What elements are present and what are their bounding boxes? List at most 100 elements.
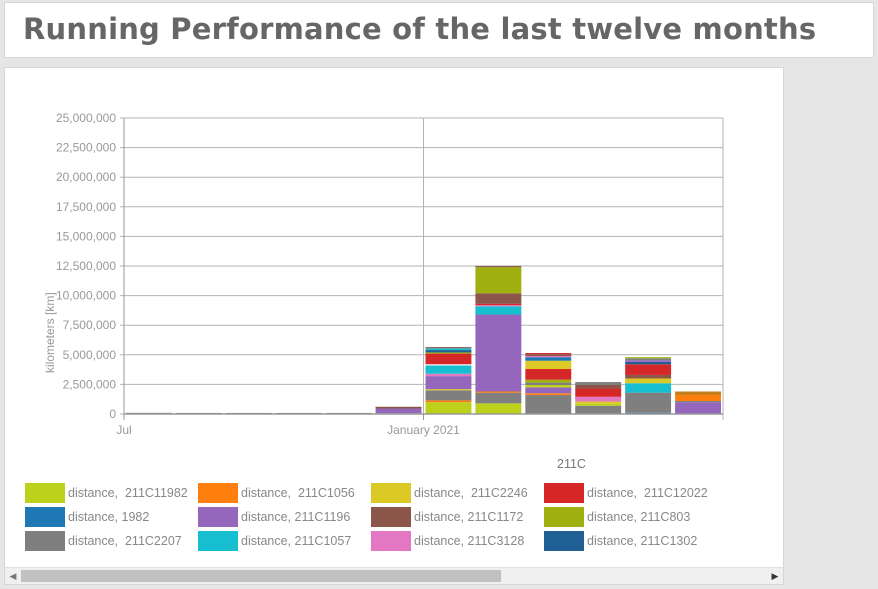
bar-segment — [675, 400, 721, 403]
scrollbar-thumb[interactable] — [21, 570, 501, 582]
bar-segment — [575, 388, 622, 397]
y-tick-label: 17,500,000 — [56, 200, 116, 214]
bar-segment — [575, 396, 622, 402]
bar-segment — [425, 365, 472, 374]
bar-segment — [425, 376, 472, 390]
legend-item[interactable]: distance, 211C12022 — [544, 483, 716, 503]
legend-swatch — [544, 531, 584, 551]
x-tick-label: January 2021 — [387, 423, 460, 437]
legend-label: distance, 211C12022 — [587, 486, 708, 500]
legend-item[interactable]: distance, 211C1057 — [198, 531, 370, 551]
gridlines — [120, 117, 723, 415]
bar-segment — [675, 391, 721, 396]
bar-segment — [575, 382, 622, 385]
bar-segment — [675, 402, 721, 414]
bar-segment — [625, 361, 672, 365]
y-tick-label: 20,000,000 — [56, 170, 116, 184]
bar-segment — [525, 353, 572, 355]
legend-label: distance, 211C803 — [587, 510, 691, 524]
legend-item[interactable]: distance, 1982 — [25, 507, 197, 527]
legend-item[interactable]: distance, 211C1172 — [371, 507, 543, 527]
y-tick-label: 7,500,000 — [63, 318, 117, 332]
right-gutter — [786, 67, 878, 589]
y-tick-label: 15,000,000 — [56, 229, 116, 243]
bar-segment — [126, 412, 172, 414]
legend-overflow-label: 211C — [557, 457, 586, 471]
x-tick-label: Jul — [116, 423, 131, 437]
bar-segment — [425, 348, 472, 351]
legend-item[interactable]: distance, 211C2246 — [371, 483, 543, 503]
bar-segment — [525, 384, 572, 388]
bar-segment — [625, 383, 672, 393]
bar-segment — [575, 401, 622, 404]
scroll-right-arrow-icon[interactable]: ▶ — [771, 571, 779, 581]
legend-swatch — [371, 507, 411, 527]
y-tick-label: 5,000,000 — [63, 348, 117, 362]
bar-segment — [425, 389, 472, 391]
bar-segment — [425, 352, 472, 354]
legend-swatch — [544, 507, 584, 527]
bar-segment — [625, 358, 672, 361]
legend-label: distance, 211C1196 — [241, 510, 351, 524]
y-tick-label: 22,500,000 — [56, 141, 116, 155]
y-tick-label: 10,000,000 — [56, 289, 116, 303]
title-bar: Running Performance of the last twelve m… — [4, 2, 874, 58]
axes: 0 2,500,000 5,000,000 7,500,000 10,000,000 12… — [56, 111, 724, 437]
legend-item[interactable]: distance, 211C3128 — [371, 531, 543, 551]
bar-segment — [625, 364, 672, 375]
legend-swatch — [371, 483, 411, 503]
bar-segment — [625, 378, 672, 384]
bar-segment — [525, 379, 572, 383]
legend-label: distance, 211C1057 — [241, 534, 352, 548]
legend-label: distance, 211C2246 — [414, 486, 528, 500]
bar-segment — [475, 267, 522, 294]
bar-segment — [525, 360, 572, 370]
bar-segment — [475, 314, 522, 392]
legend-item[interactable]: distance, 211C1302 — [544, 531, 716, 551]
bar-segment — [425, 364, 472, 366]
page-title: Running Performance of the last twelve m… — [23, 12, 817, 46]
bar-segment — [625, 360, 672, 362]
legend-item[interactable]: distance, 211C1056 — [198, 483, 370, 503]
bar-segment — [575, 405, 622, 414]
bar-segment — [525, 357, 572, 361]
bar-segment — [575, 403, 622, 406]
legend-swatch — [25, 531, 65, 551]
bar-segment — [625, 392, 672, 413]
legend-swatch — [371, 531, 411, 551]
legend-label: distance, 211C1172 — [414, 510, 524, 524]
legend-item[interactable]: distance, 211C2207 — [25, 531, 197, 551]
bar-segment — [575, 384, 622, 389]
bar-segment — [525, 369, 572, 380]
scroll-left-arrow-icon[interactable]: ◀ — [9, 571, 17, 581]
y-tick-label: 2,500,000 — [63, 377, 117, 391]
bar-segment — [425, 347, 472, 349]
legend-label: distance, 211C3128 — [414, 534, 525, 548]
bar-segment — [425, 390, 472, 401]
y-tick-label: 25,000,000 — [56, 111, 116, 125]
bar-segment — [475, 293, 522, 304]
legend-item[interactable]: distance, 211C11982 — [25, 483, 197, 503]
bar-segment — [475, 303, 522, 306]
bar-segment — [525, 355, 572, 358]
legend-item[interactable]: distance, 211C1196 — [198, 507, 370, 527]
legend-label: distance, 1982 — [68, 510, 150, 524]
bar-segment — [525, 387, 572, 394]
legend-label: distance, 211C11982 — [68, 486, 188, 500]
bar-segment — [425, 350, 472, 353]
y-axis-title: kilometers [km] — [43, 292, 57, 373]
legend-item[interactable]: distance, 211C803 — [544, 507, 716, 527]
bar-segment — [475, 306, 522, 315]
legend-swatch — [198, 507, 238, 527]
legend-swatch — [198, 483, 238, 503]
chart-panel: 0 2,500,000 5,000,000 7,500,000 10,000,000 12… — [4, 67, 784, 585]
bar-segment — [375, 406, 422, 409]
legend-swatch — [25, 483, 65, 503]
bar-segment — [625, 374, 672, 379]
legend-swatch — [198, 531, 238, 551]
stacked-bar-chart: 0 2,500,000 5,000,000 7,500,000 10,000,000 12… — [43, 111, 724, 437]
horizontal-scrollbar[interactable]: ◀ ▶ — [5, 567, 783, 584]
bar-segment — [475, 403, 522, 414]
bar-segment — [425, 373, 472, 377]
bar-segment — [475, 305, 522, 307]
